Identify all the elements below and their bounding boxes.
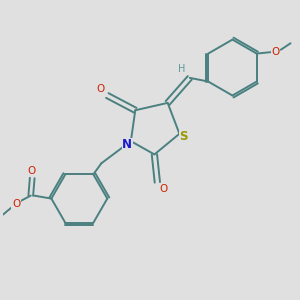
- Text: O: O: [160, 184, 168, 194]
- Text: O: O: [28, 166, 36, 176]
- Text: O: O: [12, 200, 20, 209]
- Text: H: H: [178, 64, 185, 74]
- Text: N: N: [122, 138, 132, 151]
- Text: O: O: [272, 47, 280, 57]
- Text: O: O: [97, 84, 105, 94]
- Text: S: S: [180, 130, 188, 143]
